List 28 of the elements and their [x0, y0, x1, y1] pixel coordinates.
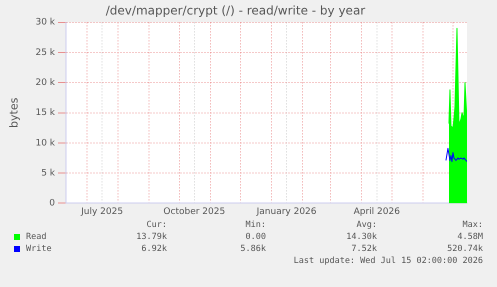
- text: 6.92k: [141, 244, 167, 254]
- y-axis-title: bytes: [7, 97, 20, 128]
- text: 0.00: [246, 232, 266, 242]
- legend-label: Write: [26, 244, 52, 254]
- text: Avg:: [356, 220, 377, 230]
- y-tick-label: 0: [49, 198, 56, 209]
- text: 5.86k: [240, 244, 266, 254]
- x-tick-label: October 2025: [163, 206, 226, 217]
- text: Max:: [462, 220, 483, 230]
- text: Cur:: [146, 220, 167, 230]
- legend-label: Read: [26, 232, 46, 242]
- y-tick-label: 10 k: [35, 138, 56, 148]
- chart-title: /dev/mapper/crypt (/) - read/write - by year: [106, 3, 366, 18]
- text: Last update: Wed Jul 15 02:00:00 2026: [294, 256, 483, 266]
- x-tick-label: April 2026: [354, 206, 400, 217]
- x-tick-label: July 2025: [80, 206, 124, 217]
- y-tick-label: 25 k: [35, 48, 56, 58]
- text: 4.58M: [457, 232, 483, 242]
- text: 520.74k: [447, 244, 483, 254]
- y-tick-label: 5 k: [41, 168, 56, 178]
- text: 14.30k: [346, 232, 377, 242]
- x-tick-label: January 2026: [256, 206, 317, 217]
- y-tick-label: 30 k: [35, 18, 56, 28]
- y-tick-label: 15 k: [35, 108, 56, 118]
- text: Min:: [246, 220, 266, 230]
- text: 7.52k: [351, 244, 377, 254]
- y-tick-label: 20 k: [35, 78, 56, 88]
- text: 13.79k: [136, 232, 167, 242]
